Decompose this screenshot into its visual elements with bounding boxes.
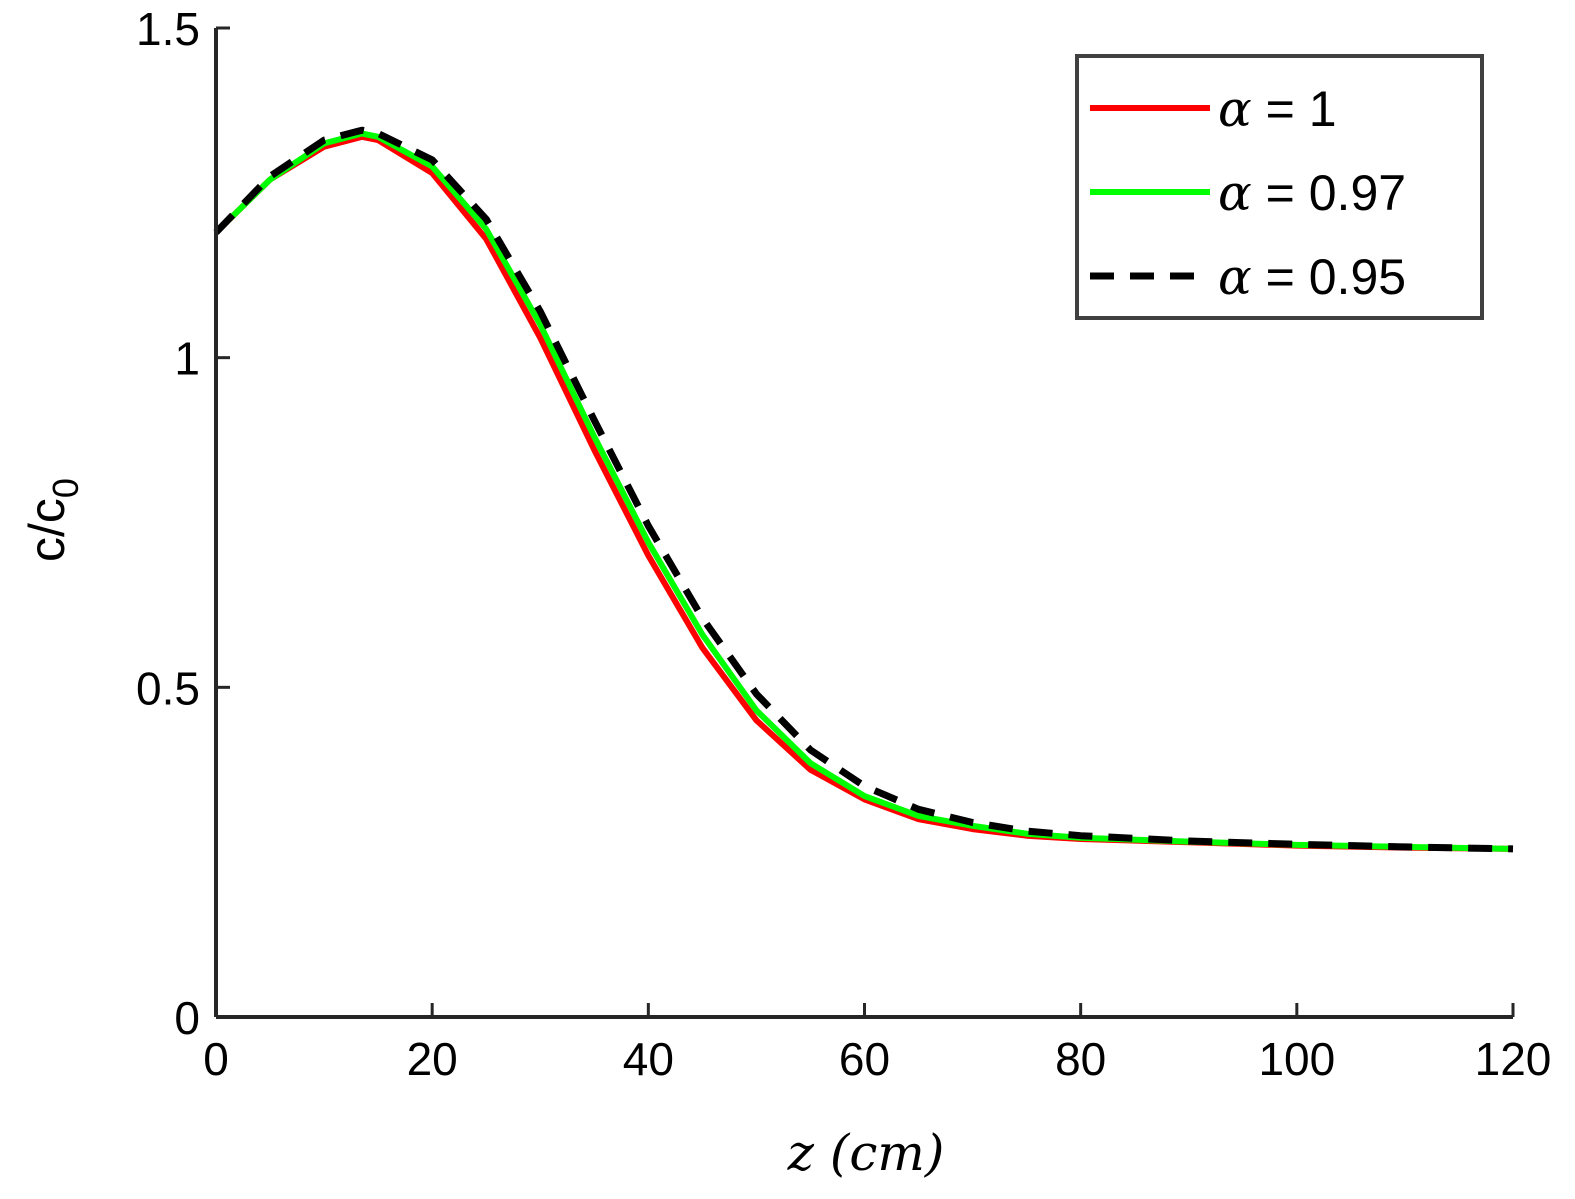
y-tick-label: 0.5 (136, 662, 200, 714)
x-tick-label: 100 (1258, 1033, 1335, 1085)
legend-greek-symbol: α (1218, 80, 1252, 138)
legend-label-3: α = 0.95 (1218, 248, 1406, 306)
y-tick-label: 0 (174, 992, 200, 1044)
y-axis-label-main: c/c (19, 498, 75, 562)
x-tick-label: 40 (623, 1033, 674, 1085)
x-axis-label: z (cm) (787, 1124, 945, 1182)
legend: α = 1α = 0.97α = 0.95 (1075, 54, 1484, 320)
y-tick-label: 1.5 (136, 3, 200, 55)
ticks-layer: 0 20 40 60 80 100 120 0 0.5 1 1.5 (136, 3, 1551, 1085)
legend-value-text: = 1 (1252, 81, 1337, 137)
x-tick-label: 20 (407, 1033, 458, 1085)
series-line-2 (213, 130, 1514, 852)
y-axis-label: c/c0 (19, 478, 86, 562)
legend-greek-symbol: α (1218, 164, 1252, 222)
x-tick-label: 120 (1475, 1033, 1552, 1085)
x-tick-label: 80 (1055, 1033, 1106, 1085)
legend-label-1: α = 1 (1218, 80, 1337, 138)
y-tick-label: 1 (174, 333, 200, 385)
y-axis-label-subscript: 0 (45, 478, 86, 498)
x-tick-label: 60 (839, 1033, 890, 1085)
legend-label-2: α = 0.97 (1218, 164, 1406, 222)
series-layer (213, 126, 1514, 853)
x-tick-label: 0 (203, 1033, 229, 1085)
legend-greek-symbol: α (1218, 248, 1252, 306)
legend-value-text: = 0.95 (1252, 249, 1406, 305)
legend-value-text: = 0.97 (1252, 165, 1406, 221)
